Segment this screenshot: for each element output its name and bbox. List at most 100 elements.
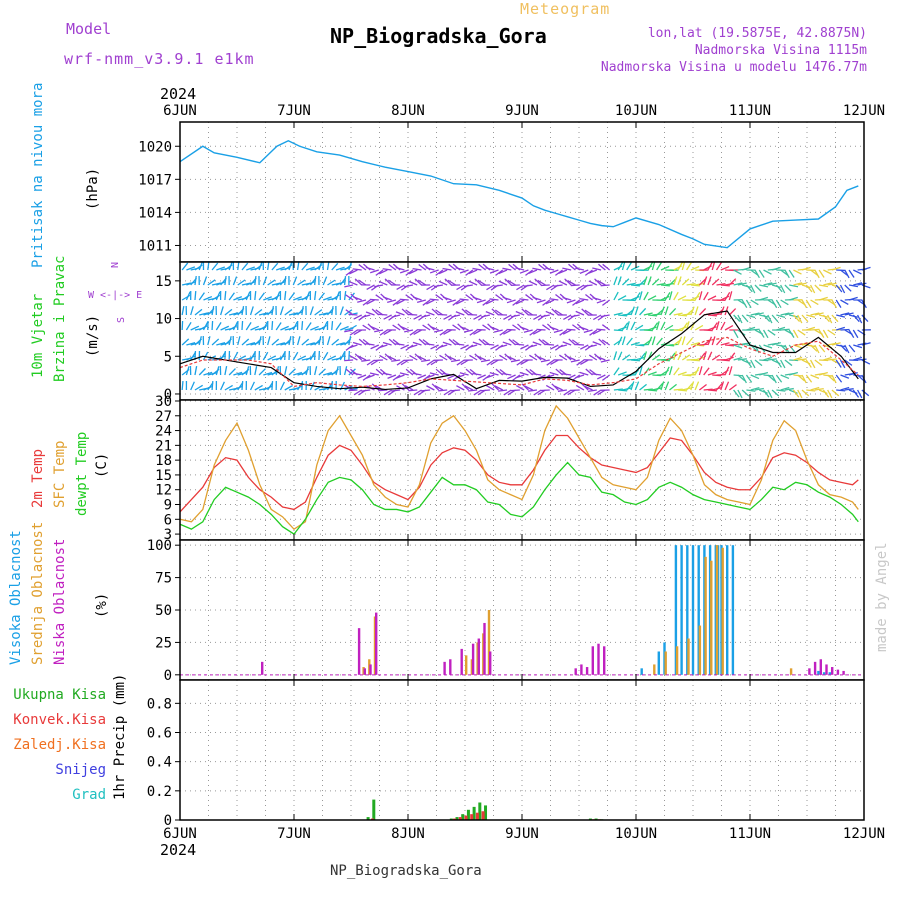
bar-cloud-high: [680, 545, 682, 675]
wind-arrow: [438, 390, 447, 391]
x-tick-label-top: 10JUN: [615, 103, 657, 119]
wind-arrow: [537, 329, 546, 330]
cloud-ylabel-high: Visoka Oblacnost: [8, 530, 24, 665]
y-tick-label: 5: [164, 349, 172, 365]
wind-arrow: [374, 360, 383, 361]
y-tick-label: 75: [155, 571, 172, 587]
wind-arrow: [566, 329, 575, 330]
bar-cloud-low: [842, 671, 844, 675]
wind-unit: (m/s): [85, 315, 101, 357]
wind-arrow: [408, 314, 417, 315]
wind-arrow: [451, 390, 460, 391]
temperature-axis-title: 2m Temp SFC Temp dewpt Temp (C): [30, 432, 110, 516]
bar-cloud-high: [726, 545, 728, 675]
cloud-unit: (%): [94, 593, 110, 618]
y-tick-label: 1017: [138, 172, 172, 188]
wind-dir-we: W <-|-> E: [88, 290, 142, 301]
wind-arrow: [195, 291, 196, 300]
bar-cloud-low: [603, 646, 605, 675]
temp-ylabel-sfc: SFC Temp: [52, 441, 68, 508]
x-tick-label-bottom: 12JUN: [843, 826, 885, 842]
y-tick-label: 30: [155, 394, 172, 410]
bar-cloud-mid: [699, 626, 701, 675]
wind-arrow: [182, 381, 183, 390]
precip-legend-hail: Grad: [72, 787, 106, 803]
y-tick-label: 15: [155, 274, 172, 290]
bar-cloud-low: [825, 664, 827, 674]
x-tick-label-top: 8JUN: [391, 103, 425, 119]
bar-precip-conv: [470, 814, 473, 820]
bar-cloud-low: [483, 623, 485, 675]
footer-station: NP_Biogradska_Gora: [330, 863, 482, 879]
wind-arrow: [225, 291, 226, 300]
precip-ylabel: 1hr Precip (mm): [112, 674, 128, 800]
y-tick-label: 1020: [138, 139, 172, 155]
temp-ylabel-2m: 2m Temp: [30, 449, 46, 508]
model-elevation-label: Nadmorska Visina u modelu 1476.77m: [601, 60, 867, 75]
bar-cloud-low: [443, 662, 445, 675]
wind-arrow: [378, 390, 387, 391]
bar-cloud-mid: [790, 668, 792, 674]
wind-arrow: [212, 381, 213, 390]
bar-cloud-low: [580, 664, 582, 674]
y-tick-label: 0.4: [147, 755, 172, 771]
bar-cloud-low: [478, 639, 480, 675]
y-tick-label: 6: [164, 512, 172, 528]
wind-arrow: [545, 344, 554, 345]
wind-arrow: [242, 381, 243, 390]
model-label: Model: [66, 20, 111, 38]
bar-cloud-low: [837, 670, 839, 675]
wind-arrow: [255, 291, 256, 300]
wind-ylabel-1: 10m Vjetar: [30, 294, 46, 378]
wind-arrow: [212, 321, 213, 330]
bar-cloud-low: [820, 659, 822, 675]
precip-legend-total: Ukupna Kisa: [13, 687, 106, 703]
y-tick-label: 0.2: [147, 784, 172, 800]
bar-cloud-high: [641, 668, 643, 674]
wind-arrow: [348, 314, 357, 315]
wind-arrow: [575, 344, 584, 345]
bar-precip-conv: [482, 811, 485, 820]
y-tick-label: 24: [155, 424, 172, 440]
year-top: 2024: [160, 85, 196, 103]
wind-arrow: [430, 299, 439, 300]
y-tick-label: 15: [155, 468, 172, 484]
y-tick-label: 1011: [138, 238, 172, 254]
wind-arrow: [272, 381, 273, 390]
model-name: wrf-nmm_v3.9.1 e1km: [64, 50, 255, 68]
bar-cloud-mid: [653, 664, 655, 674]
bar-cloud-low: [597, 644, 599, 675]
bar-precip-conv: [476, 813, 479, 820]
wind-arrow: [332, 381, 333, 390]
wind-arrow: [408, 390, 417, 391]
coords-label: lon,lat (19.5875E, 42.8875N): [648, 26, 867, 41]
bar-cloud-low: [592, 646, 594, 675]
wind-arrow: [596, 329, 605, 330]
wind-arrow: [370, 299, 379, 300]
precip-legend-frz: Zaledj.Kisa: [13, 737, 106, 753]
x-tick-label-top: 7JUN: [277, 103, 311, 119]
wind-arrow: [332, 321, 333, 330]
meteogram-label: Meteogram: [520, 0, 610, 18]
bar-cloud-mid: [722, 548, 724, 675]
wind-arrow: [515, 344, 524, 345]
bar-cloud-mid: [687, 639, 689, 675]
wind-arrow: [511, 390, 520, 391]
wind-arrow: [481, 390, 490, 391]
bar-precip-total: [372, 800, 375, 820]
bar-cloud-mid: [465, 655, 467, 674]
wind-arrow: [272, 321, 273, 330]
y-tick-label: 27: [155, 409, 172, 425]
x-tick-label-top: 12JUN: [843, 103, 885, 119]
y-tick-label: 0: [164, 668, 172, 684]
bar-cloud-low: [364, 668, 366, 674]
precip-legend-snow: Snijeg: [55, 762, 106, 778]
y-tick-label: 21: [155, 438, 172, 454]
bar-cloud-low: [358, 628, 360, 675]
bar-cloud-low: [472, 644, 474, 675]
wind-arrow: [302, 321, 303, 330]
